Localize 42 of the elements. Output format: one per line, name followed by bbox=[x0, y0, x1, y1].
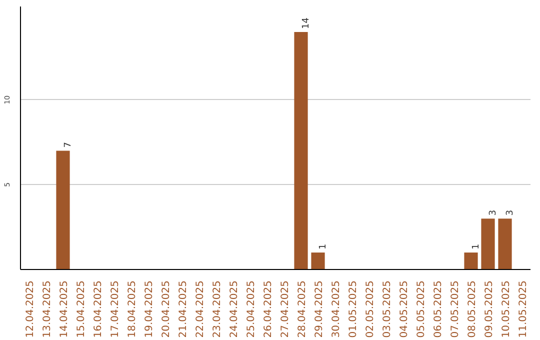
x-tick-label: 17.04.2025 bbox=[110, 280, 121, 338]
x-tick-label: 20.04.2025 bbox=[161, 280, 172, 338]
x-tick-label: 29.04.2025 bbox=[314, 280, 325, 338]
x-tick-label: 01.05.2025 bbox=[348, 280, 359, 338]
x-tick-label: 08.05.2025 bbox=[467, 280, 478, 338]
bar bbox=[294, 32, 308, 270]
x-tick-label: 26.04.2025 bbox=[263, 280, 274, 338]
x-tick-label: 27.04.2025 bbox=[280, 280, 291, 338]
data-label: 3 bbox=[506, 210, 516, 216]
bar bbox=[481, 218, 495, 270]
x-tick-label: 13.04.2025 bbox=[42, 280, 53, 338]
data-label: 1 bbox=[318, 244, 328, 250]
bar bbox=[311, 252, 325, 270]
data-label: 3 bbox=[488, 210, 498, 216]
data-label: 7 bbox=[64, 142, 74, 148]
data-label: 1 bbox=[472, 244, 482, 250]
x-tick-label: 15.04.2025 bbox=[76, 280, 87, 338]
x-tick-label: 02.05.2025 bbox=[365, 280, 376, 338]
x-tick-label: 05.05.2025 bbox=[416, 280, 427, 338]
x-tick-label: 25.04.2025 bbox=[246, 280, 257, 338]
bar bbox=[56, 150, 70, 270]
x-tick-label: 07.05.2025 bbox=[450, 280, 461, 338]
x-tick-label: 16.04.2025 bbox=[93, 280, 104, 338]
x-tick-label: 30.04.2025 bbox=[331, 280, 342, 338]
x-tick-label: 06.05.2025 bbox=[433, 280, 444, 338]
x-tick-label: 04.05.2025 bbox=[399, 280, 410, 338]
x-tick-label: 19.04.2025 bbox=[144, 280, 155, 338]
x-tick-label: 21.04.2025 bbox=[178, 280, 189, 338]
x-tick-label: 18.04.2025 bbox=[127, 280, 138, 338]
x-tick-label: 24.04.2025 bbox=[229, 280, 240, 338]
x-tick-label: 28.04.2025 bbox=[297, 280, 308, 338]
bar bbox=[464, 252, 478, 270]
x-tick-label: 14.04.2025 bbox=[59, 280, 70, 338]
x-tick-label: 22.04.2025 bbox=[195, 280, 206, 338]
x-tick-label: 10.05.2025 bbox=[501, 280, 512, 338]
bar bbox=[498, 218, 512, 270]
x-tick-label: 11.05.2025 bbox=[518, 280, 529, 338]
data-label: 14 bbox=[302, 17, 312, 29]
x-tick-label: 09.05.2025 bbox=[484, 280, 495, 338]
x-tick-label: 23.04.2025 bbox=[212, 280, 223, 338]
x-tick-label: 03.05.2025 bbox=[382, 280, 393, 338]
x-tick-label: 12.04.2025 bbox=[25, 280, 36, 338]
